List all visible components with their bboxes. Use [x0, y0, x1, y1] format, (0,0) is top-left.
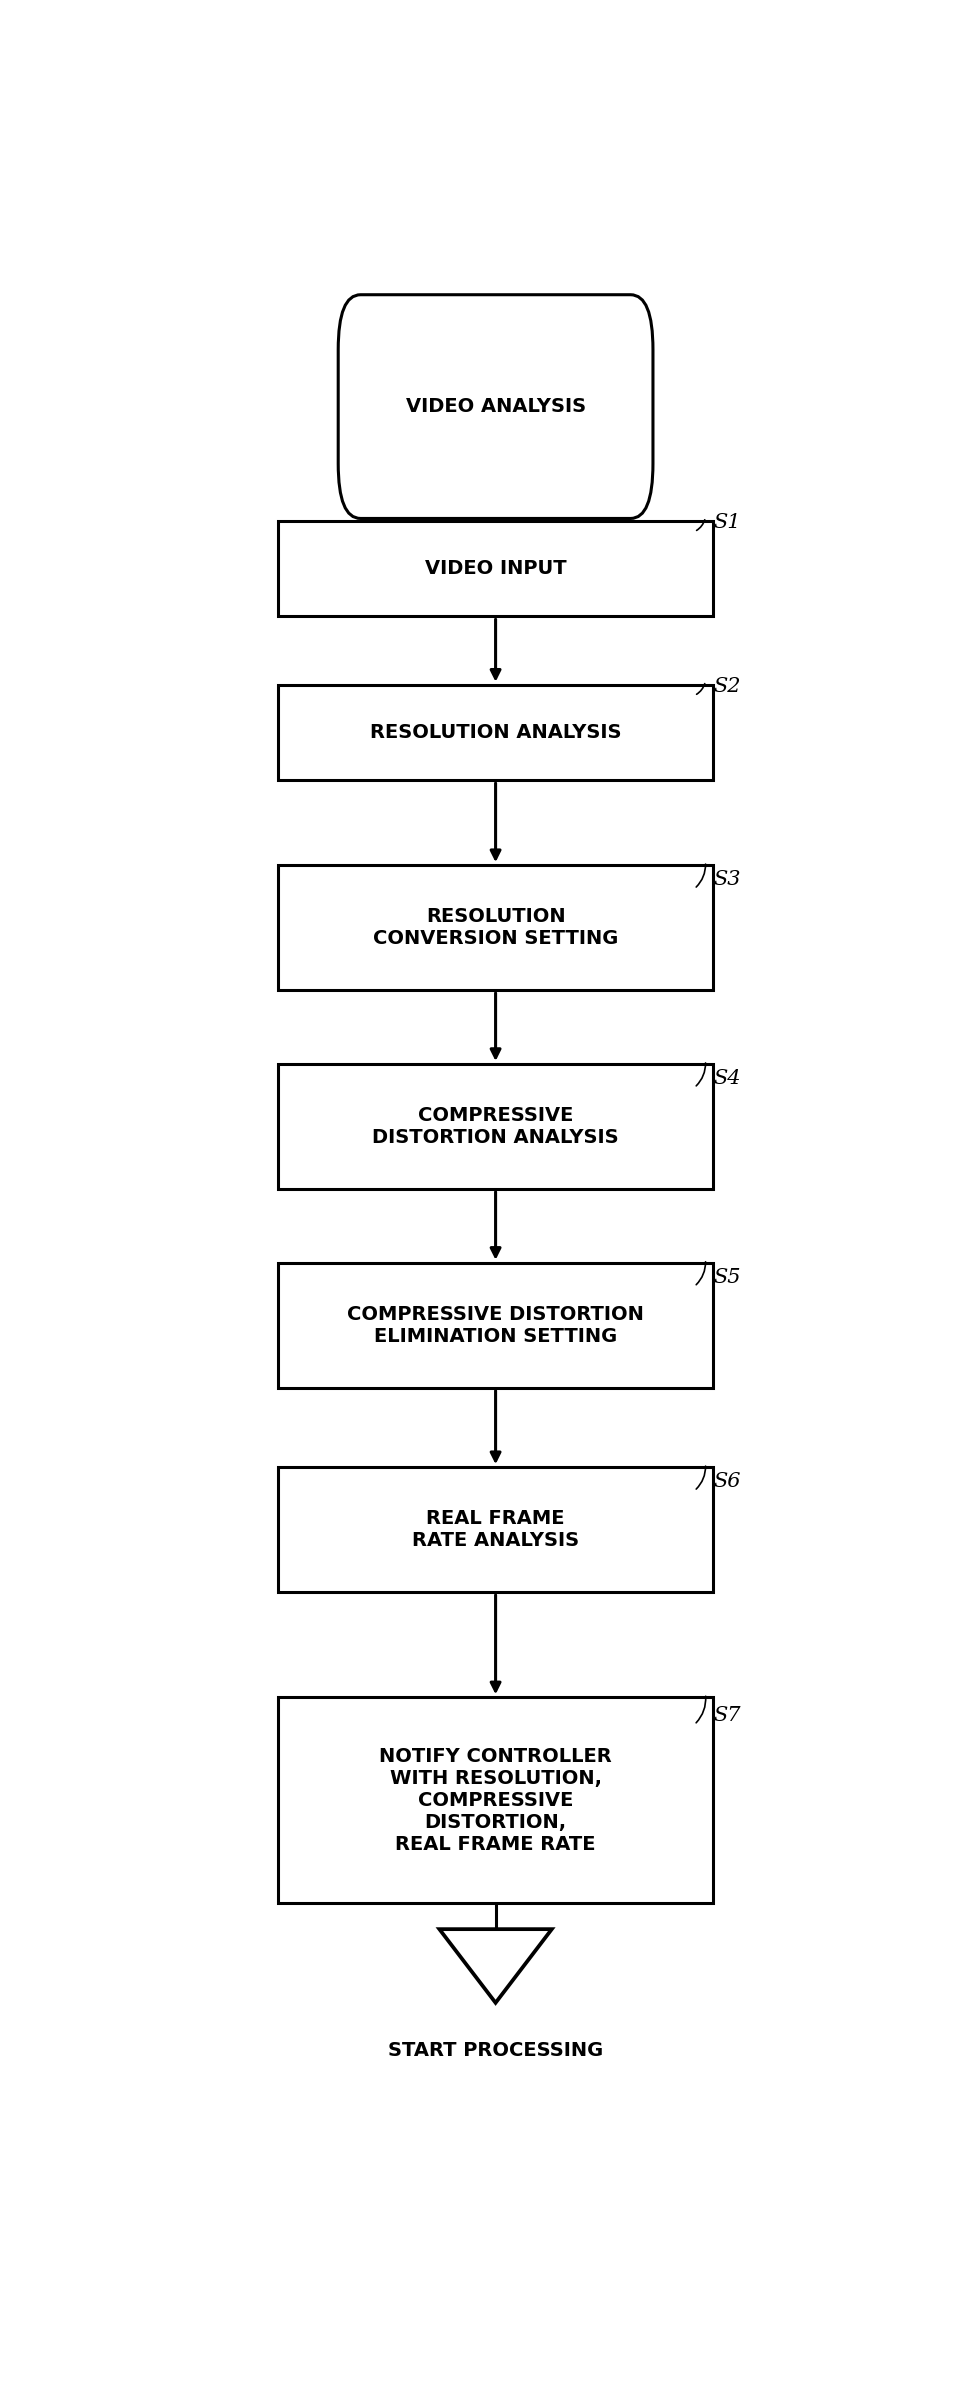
Text: VIDEO INPUT: VIDEO INPUT — [425, 559, 567, 579]
Bar — [278, 1468, 713, 1592]
Bar — [278, 521, 713, 617]
Text: VIDEO ANALYSIS: VIDEO ANALYSIS — [405, 397, 586, 416]
Bar — [278, 866, 713, 990]
Text: S7: S7 — [713, 1707, 741, 1724]
Polygon shape — [439, 1930, 552, 2004]
Bar — [278, 684, 713, 779]
Text: S2: S2 — [713, 677, 741, 696]
Text: RESOLUTION
CONVERSION SETTING: RESOLUTION CONVERSION SETTING — [373, 906, 618, 949]
Bar — [278, 1064, 713, 1188]
Text: S6: S6 — [713, 1473, 741, 1492]
Text: COMPRESSIVE DISTORTION
ELIMINATION SETTING: COMPRESSIVE DISTORTION ELIMINATION SETTI… — [347, 1305, 644, 1346]
Text: COMPRESSIVE
DISTORTION ANALYSIS: COMPRESSIVE DISTORTION ANALYSIS — [372, 1107, 619, 1148]
Text: S4: S4 — [713, 1069, 741, 1088]
Bar — [278, 1262, 713, 1387]
Text: S3: S3 — [713, 870, 741, 889]
Text: S1: S1 — [713, 514, 741, 533]
Text: REAL FRAME
RATE ANALYSIS: REAL FRAME RATE ANALYSIS — [412, 1509, 579, 1549]
Text: S5: S5 — [713, 1267, 741, 1286]
Text: RESOLUTION ANALYSIS: RESOLUTION ANALYSIS — [369, 722, 622, 741]
Text: NOTIFY CONTROLLER
WITH RESOLUTION,
COMPRESSIVE
DISTORTION,
REAL FRAME RATE: NOTIFY CONTROLLER WITH RESOLUTION, COMPR… — [379, 1748, 612, 1853]
Bar — [278, 1698, 713, 1903]
Text: START PROCESSING: START PROCESSING — [388, 2042, 603, 2061]
FancyBboxPatch shape — [338, 294, 653, 519]
